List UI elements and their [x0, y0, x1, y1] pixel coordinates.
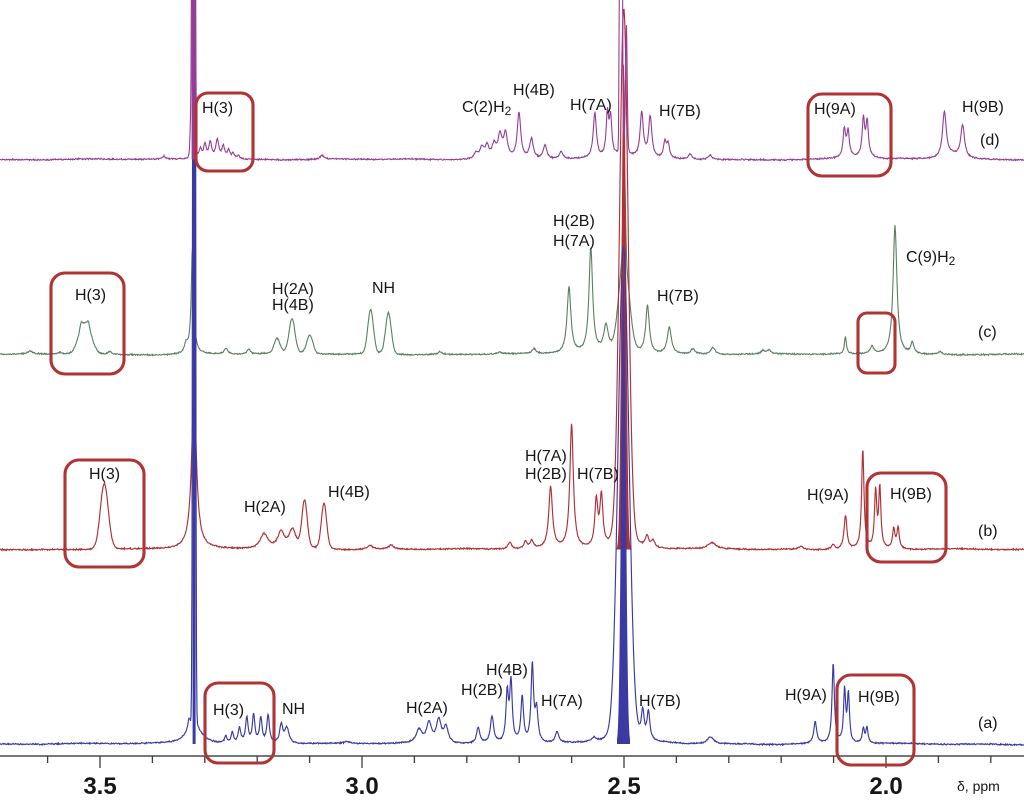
svg-text:H(3): H(3): [89, 466, 120, 483]
svg-text:H(9A): H(9A): [807, 487, 849, 504]
svg-text:(a): (a): [978, 715, 998, 732]
svg-text:2.0: 2.0: [869, 773, 902, 800]
svg-text:NH: NH: [282, 701, 305, 718]
svg-text:H(3): H(3): [202, 100, 233, 117]
svg-text:H(2B): H(2B): [461, 682, 503, 699]
svg-text:H(9B): H(9B): [858, 689, 900, 706]
svg-text:C(9)H2: C(9)H2: [906, 249, 956, 268]
svg-text:(d): (d): [980, 132, 1000, 149]
svg-text:(b): (b): [978, 523, 998, 540]
svg-text:H(9B): H(9B): [890, 486, 932, 503]
svg-text:H(7A): H(7A): [570, 97, 612, 114]
svg-text:H(4B): H(4B): [486, 662, 528, 679]
svg-text:H(2A): H(2A): [244, 499, 286, 516]
svg-text:3.0: 3.0: [345, 773, 378, 800]
svg-text:H(7A): H(7A): [541, 693, 583, 710]
svg-text:H(7B): H(7B): [577, 466, 619, 483]
svg-text:H(7A): H(7A): [553, 233, 595, 250]
svg-text:H(7B): H(7B): [639, 693, 681, 710]
svg-text:H(9A): H(9A): [814, 101, 856, 118]
svg-text:H(4B): H(4B): [328, 484, 370, 501]
svg-text:H(2B): H(2B): [525, 466, 567, 483]
svg-text:H(2A): H(2A): [406, 700, 448, 717]
svg-text:3.5: 3.5: [83, 773, 116, 800]
svg-text:H(7B): H(7B): [659, 103, 701, 120]
svg-text:H(7B): H(7B): [657, 288, 699, 305]
svg-text:H(7A): H(7A): [525, 448, 567, 465]
svg-text:NH: NH: [372, 280, 395, 297]
svg-text:2.5: 2.5: [607, 773, 640, 800]
svg-text:H(2B): H(2B): [553, 213, 595, 230]
svg-text:H(9B): H(9B): [962, 99, 1004, 116]
svg-text:δ, ppm: δ, ppm: [957, 778, 1000, 794]
svg-text:(c): (c): [978, 324, 997, 341]
svg-text:H(3): H(3): [75, 287, 106, 304]
svg-text:H(2A): H(2A): [272, 281, 314, 298]
svg-text:H(9A): H(9A): [785, 687, 827, 704]
svg-text:H(4B): H(4B): [272, 297, 314, 314]
svg-text:H(4B): H(4B): [513, 82, 555, 99]
svg-text:C(2)H2: C(2)H2: [462, 99, 512, 118]
svg-text:H(3): H(3): [213, 702, 244, 719]
